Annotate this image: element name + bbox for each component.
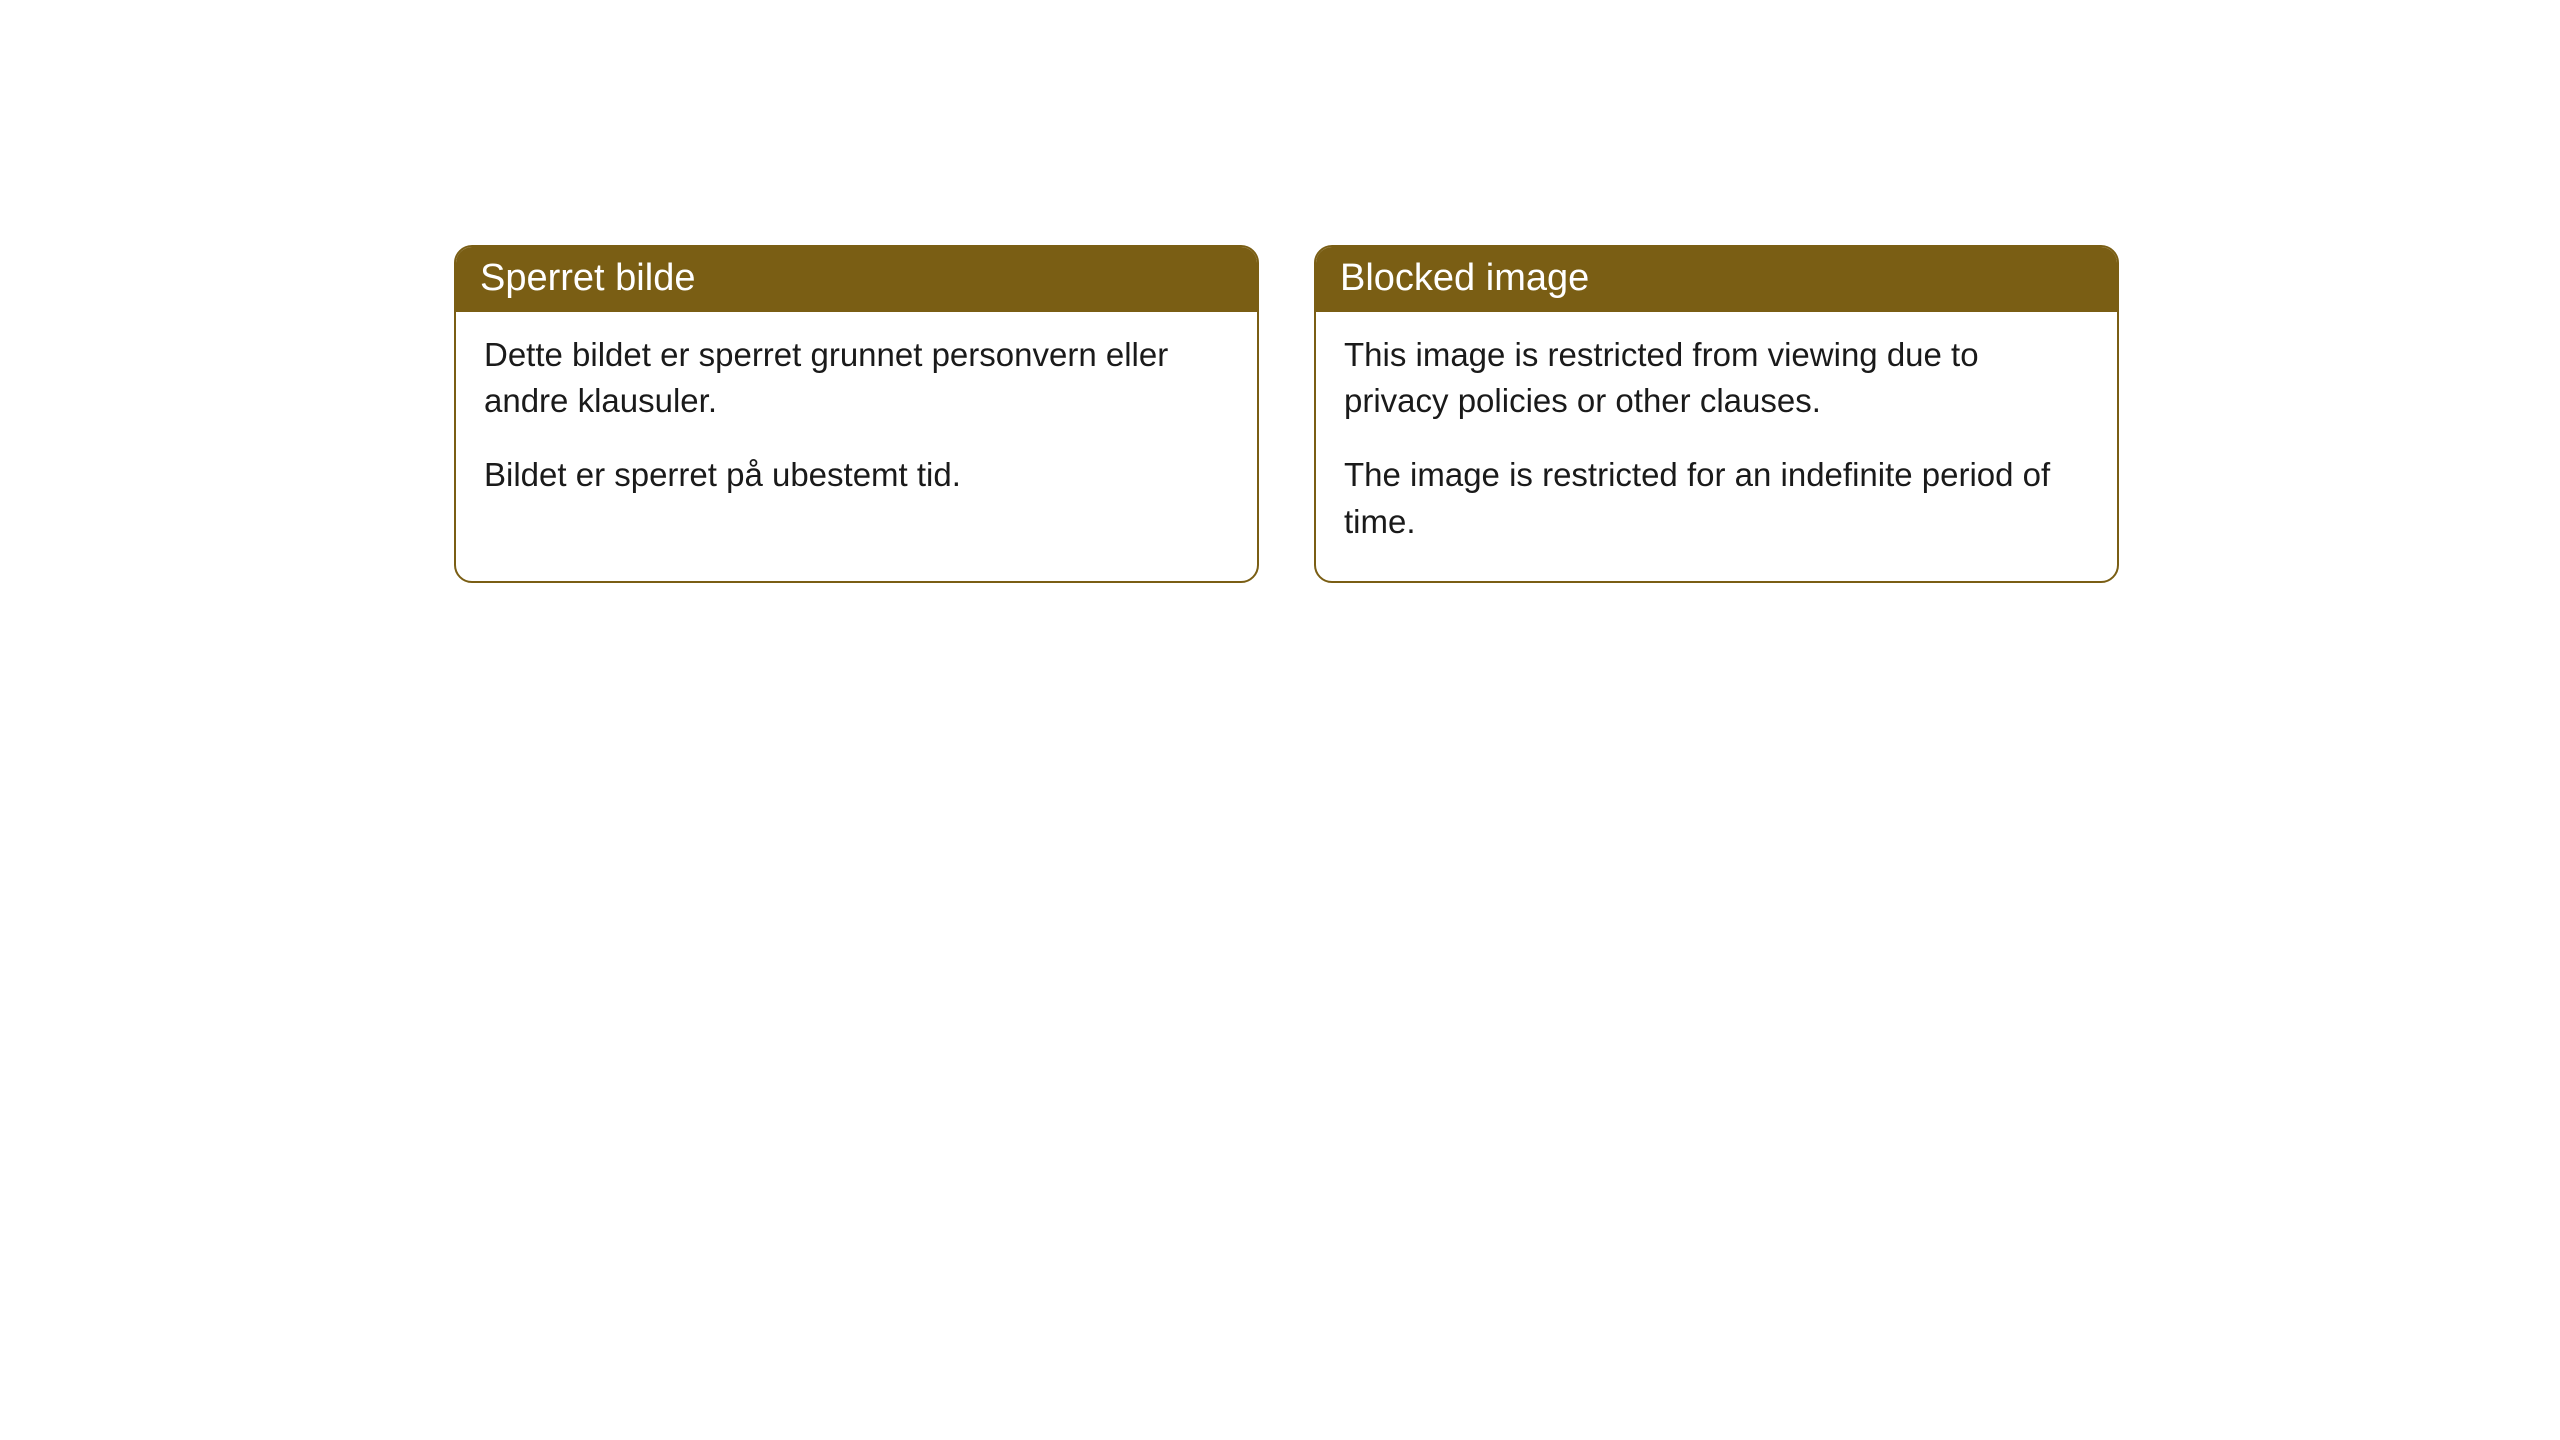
card-paragraph-1-english: This image is restricted from viewing du…: [1344, 332, 2089, 424]
notice-card-norwegian: Sperret bilde Dette bildet er sperret gr…: [454, 245, 1259, 583]
card-paragraph-1-norwegian: Dette bildet er sperret grunnet personve…: [484, 332, 1229, 424]
card-paragraph-2-norwegian: Bildet er sperret på ubestemt tid.: [484, 452, 1229, 498]
card-paragraph-2-english: The image is restricted for an indefinit…: [1344, 452, 2089, 544]
card-header-norwegian: Sperret bilde: [456, 247, 1257, 312]
notice-card-english: Blocked image This image is restricted f…: [1314, 245, 2119, 583]
card-title-english: Blocked image: [1340, 257, 1589, 299]
notice-cards-container: Sperret bilde Dette bildet er sperret gr…: [454, 245, 2560, 583]
card-body-english: This image is restricted from viewing du…: [1316, 312, 2117, 581]
card-title-norwegian: Sperret bilde: [480, 257, 695, 299]
card-header-english: Blocked image: [1316, 247, 2117, 312]
card-body-norwegian: Dette bildet er sperret grunnet personve…: [456, 312, 1257, 535]
